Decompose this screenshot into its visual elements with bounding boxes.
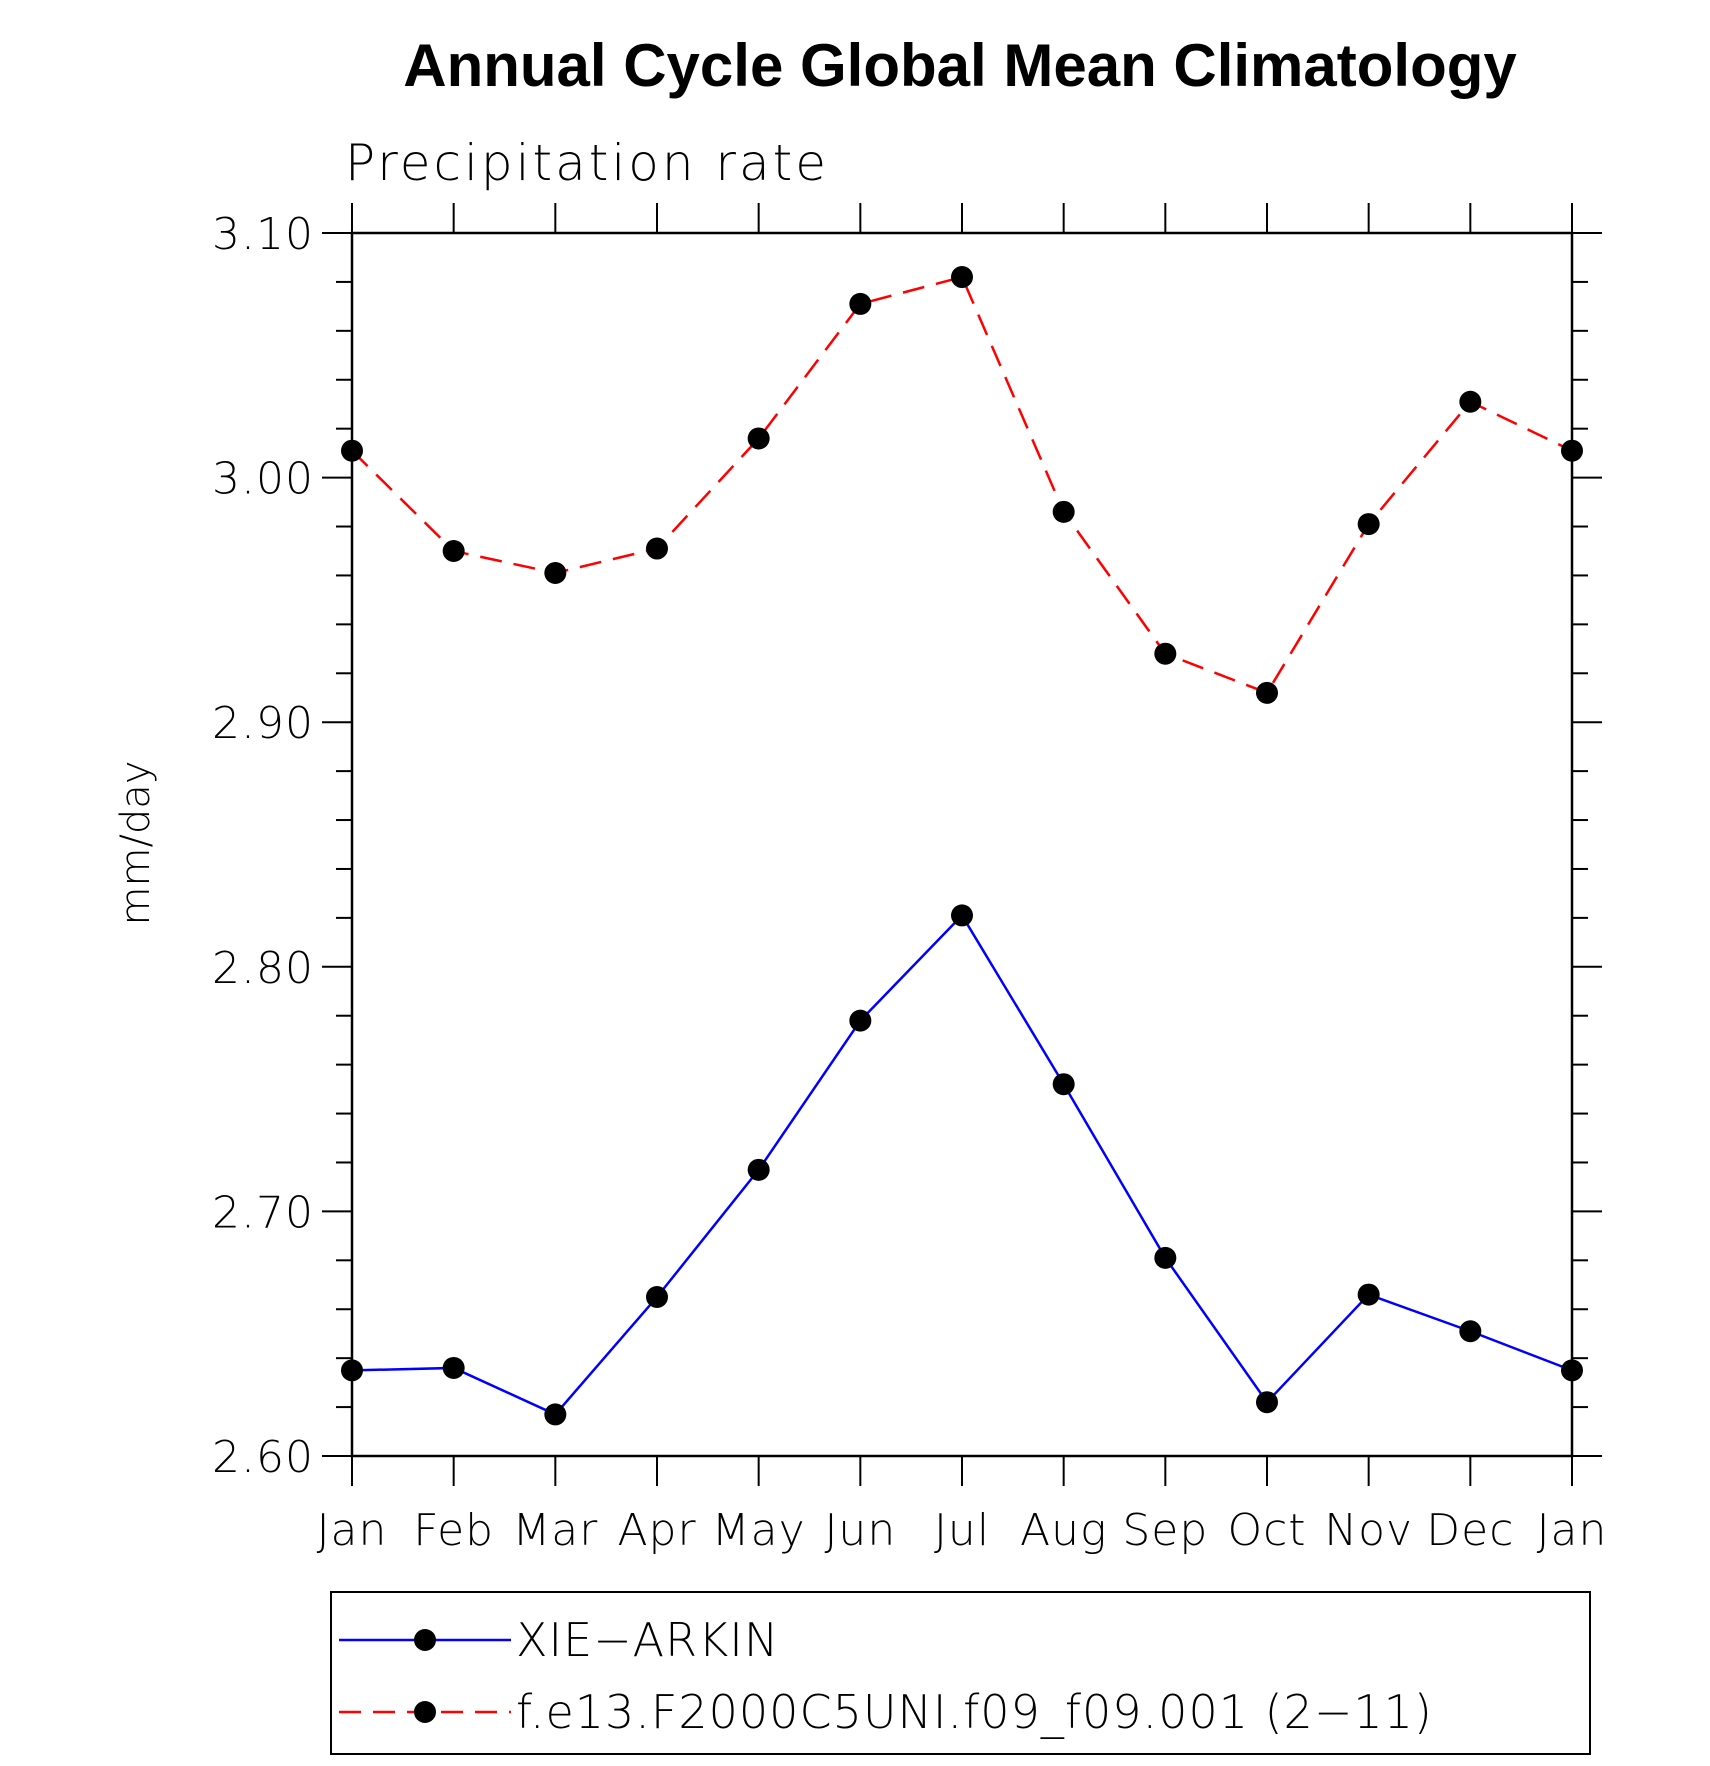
data-point [849,1009,872,1032]
x-tick-label: Jan [317,1505,388,1556]
data-point [544,1403,567,1426]
x-tick-label: Oct [1227,1505,1306,1556]
y-tick-label: 2.70 [212,1187,314,1238]
x-tick-label: May [712,1505,806,1556]
x-tick-label: Mar [512,1505,598,1556]
x-tick-label: Nov [1324,1505,1413,1556]
data-point [1561,1359,1583,1382]
data-point [849,292,872,315]
y-axis-ticks: 2.60 2.70 2.80 2.90 3.00 3.10 [212,209,1602,1483]
data-point [544,561,567,584]
legend-marker [414,1701,436,1723]
y-tick-label: 3.10 [212,209,314,260]
legend-label: XIE−ARKIN [516,1613,779,1667]
y-tick-label: 2.80 [212,943,314,994]
data-point [646,537,668,560]
data-point [1357,1283,1380,1306]
data-point [951,904,973,927]
data-point [747,1158,770,1181]
data-point [1256,681,1278,704]
data-point [1459,390,1482,413]
y-tick-label: 2.90 [212,698,314,749]
data-point [646,1286,668,1309]
series-line [351,913,1573,1416]
data-point [1052,1073,1075,1096]
series-1 [341,904,1583,1426]
data-point [1357,513,1380,536]
data-point [1154,642,1177,665]
y-tick-label: 3.00 [212,454,314,505]
data-point [1256,1391,1278,1414]
chart-subtitle: Precipitation rate [345,134,829,192]
series-2 [341,266,1583,704]
legend-label: f.e13.F2000C5UNI.f09_f09.001 (2−11) [516,1685,1433,1739]
y-axis-label: mm/day [113,761,159,926]
legend-marker [414,1629,436,1651]
series-layer [341,266,1583,1426]
x-tick-label: Dec [1426,1505,1514,1556]
data-point [1052,500,1075,523]
x-axis-ticks: Jan Feb Mar Apr May Jun Jul Aug Sep Oct Nov Dec Jan [317,203,1608,1556]
legend-box [330,1591,1591,1755]
data-point [442,1356,465,1379]
legend: XIE−ARKIN f.e13.F2000C5UNI.f09_f09.001 (2… [330,1591,1591,1755]
data-point [442,539,465,562]
x-tick-label: Sep [1122,1505,1208,1556]
data-point [1154,1246,1177,1269]
x-tick-label: Apr [617,1505,696,1556]
data-point [951,266,973,289]
data-point [747,427,770,450]
data-point [1459,1320,1482,1343]
y-tick-label: 2.60 [212,1432,314,1483]
series-line [351,275,1573,695]
plot-frame [350,231,1574,1458]
data-point [341,1359,363,1382]
data-point [341,439,363,462]
x-tick-label: Feb [413,1505,494,1556]
data-point [1561,439,1583,462]
x-tick-label: Jan [1537,1505,1608,1556]
plot-border [350,231,1574,1458]
x-tick-label: Aug [1020,1505,1107,1556]
chart-title: Annual Cycle Global Mean Climatology [403,32,1517,99]
x-tick-label: Jul [934,1505,990,1556]
x-tick-label: Jun [824,1505,896,1556]
